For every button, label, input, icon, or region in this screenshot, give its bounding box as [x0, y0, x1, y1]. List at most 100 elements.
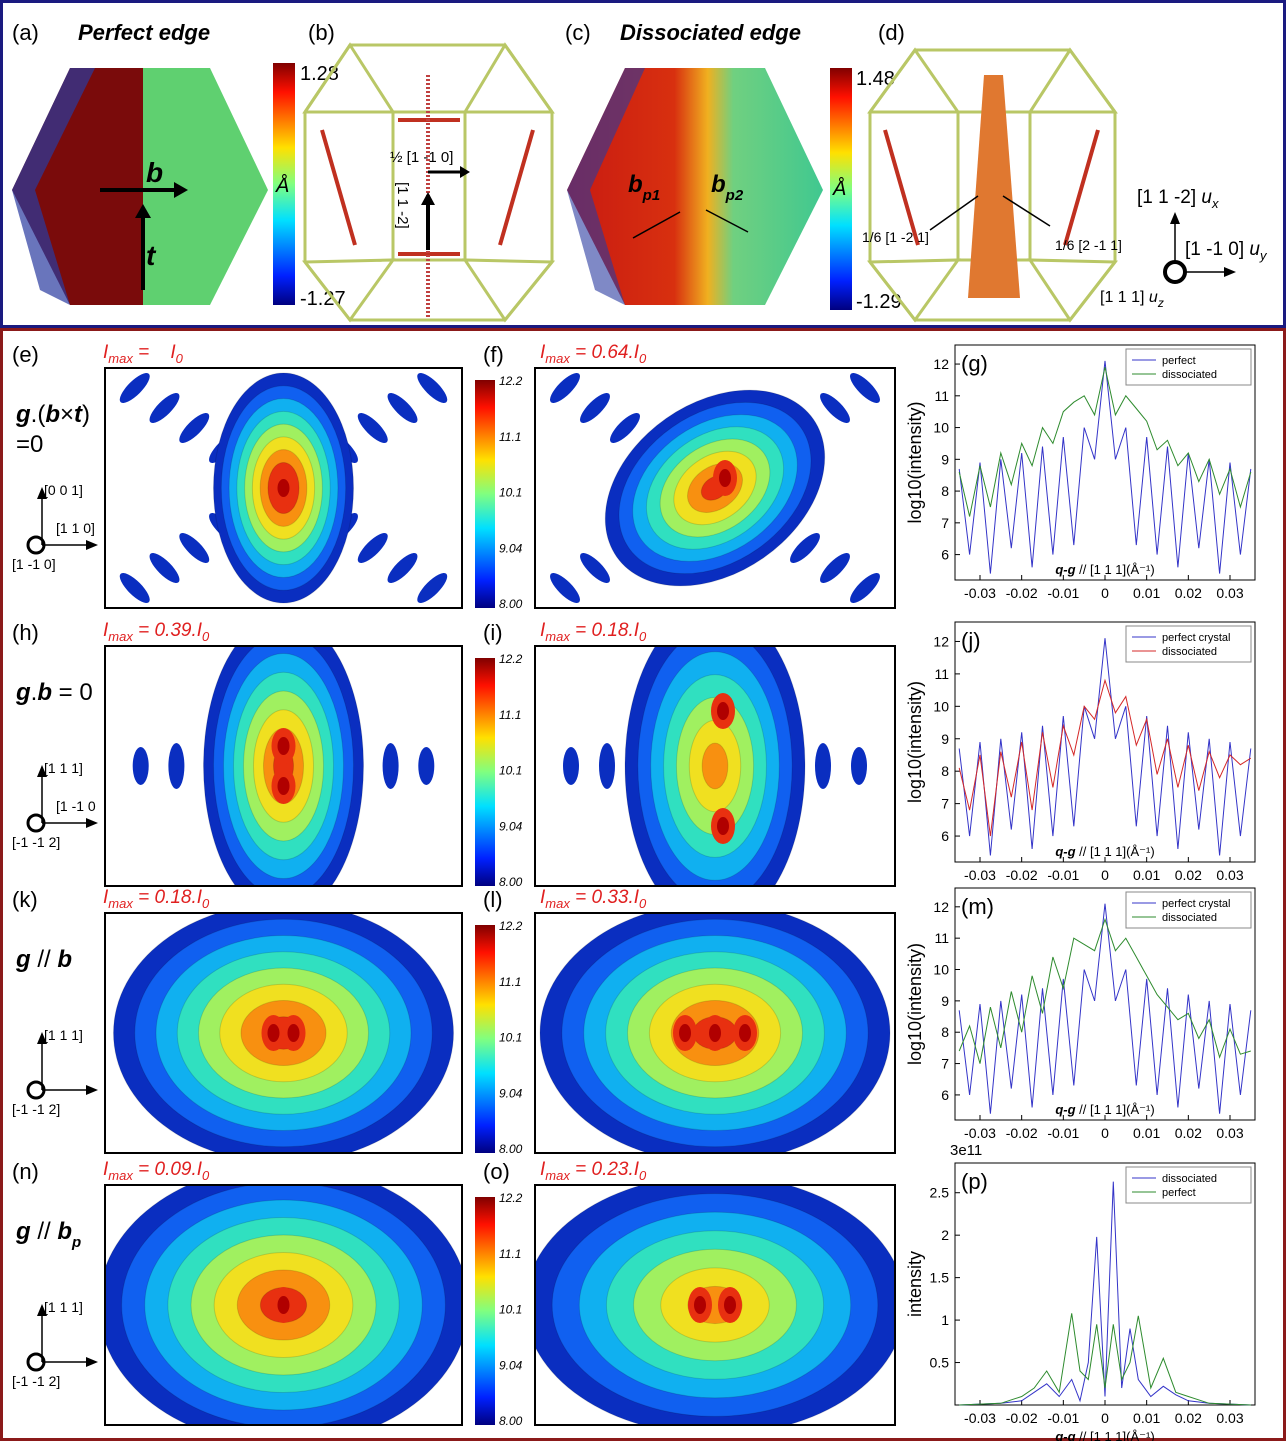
heatmap-streak: [550, 573, 580, 603]
arrow: [929, 195, 979, 231]
vector-label: ½ [1 -1 0]: [390, 149, 453, 166]
vector-symbol: b: [711, 171, 726, 198]
x-axis-label: q-g // [1 1 1](Å⁻¹): [1055, 1102, 1154, 1117]
colorbar-label: 11.1: [499, 708, 521, 722]
condition-part: g: [15, 946, 31, 973]
imax-label: Imax = 0.09.I0: [103, 1159, 210, 1183]
legend-label: perfect crystal: [1162, 632, 1230, 644]
heatmap-streak: [850, 573, 880, 603]
arrow-head: [37, 487, 47, 499]
arrow: [705, 209, 749, 233]
vector-label: bp1: [628, 171, 660, 204]
imax-symbol: I: [540, 887, 546, 908]
panel-label: (i): [483, 620, 503, 645]
x-tick-label: 0.03: [1216, 1125, 1243, 1141]
heatmap-core: [717, 702, 729, 720]
y-tick-label: 9: [941, 993, 949, 1009]
y-axis-label: log10(intensity): [905, 401, 925, 523]
imax-equation: = 0.23.I: [570, 1159, 640, 1180]
condition: g // b: [15, 946, 72, 973]
heatmap-fringe: [851, 747, 867, 785]
vector-label: 1/6 [2 -1 1]: [1055, 237, 1122, 253]
imax-symbol: I: [103, 620, 109, 641]
condition-part: b: [57, 1218, 72, 1245]
legend-label: dissociated: [1162, 646, 1217, 658]
x-axis-symbol: q-g: [1055, 1429, 1075, 1441]
panel-label: (j): [961, 628, 981, 653]
vector-label: t: [146, 240, 157, 271]
arrow: [1002, 195, 1051, 227]
condition: g.(b×t): [15, 401, 90, 428]
vector-label: [1 1 -2]: [394, 182, 411, 229]
heatmap-streak: [119, 373, 150, 403]
y-tick-label: 11: [934, 666, 949, 682]
condition-part: ×: [60, 401, 74, 428]
axis-label: [1 -1 0] uy: [1185, 239, 1268, 263]
heatmap-fringe: [563, 747, 579, 785]
imax-label: Imax = 0.18.I0: [540, 620, 647, 644]
y-tick-label: 6: [941, 828, 949, 844]
heatmap: [105, 1185, 462, 1425]
imax-label: Imax = 0.33.I0: [540, 887, 647, 911]
colorbar-label: 12.2: [499, 1191, 523, 1205]
colorbar-label: 11.1: [499, 430, 521, 444]
vector-label: b: [146, 157, 163, 188]
condition-subscript: p: [71, 1234, 81, 1251]
colorbar-label: 8.00: [499, 1414, 523, 1428]
y-tick-label: 7: [941, 1056, 949, 1072]
x-axis-label: q-g // [1 1 1](Å⁻¹): [1055, 562, 1154, 577]
axis-subscript: y: [1259, 248, 1268, 263]
y-tick-label: 1.5: [930, 1270, 950, 1286]
arrow-head: [135, 204, 151, 218]
arrow-head: [421, 192, 435, 205]
x-tick-label: 0.01: [1133, 867, 1160, 883]
legend-box: [1125, 1166, 1252, 1204]
colorbar-label: 12.2: [499, 374, 523, 388]
panel-label: (c): [565, 20, 591, 45]
arrow-head: [37, 765, 47, 777]
y-axis-label: log10(intensity): [905, 943, 925, 1065]
heatmap-core: [709, 1024, 721, 1042]
colorbar-label: 11.1: [499, 975, 521, 989]
panel-label: (h): [12, 620, 39, 645]
heatmap-streak: [790, 533, 820, 563]
y-tick-label: 11: [934, 388, 949, 404]
imax-equation: = I: [133, 342, 176, 363]
x-tick-label: 0.03: [1216, 585, 1243, 601]
heatmap-fringe: [132, 747, 149, 785]
legend-label: dissociated: [1162, 369, 1217, 381]
heatmap-streak: [387, 553, 418, 583]
bottom-frame: [0, 328, 1286, 1441]
condition-part: g: [15, 679, 31, 706]
legend-box: [1125, 891, 1252, 929]
x-axis-label: q-g // [1 1 1](Å⁻¹): [1055, 844, 1154, 859]
heatmap-streak: [820, 393, 850, 423]
arrow-head: [86, 540, 98, 550]
heatmap-streak: [149, 393, 180, 423]
imax-subscript: max: [545, 896, 570, 911]
wireframe: [301, 42, 556, 323]
arrow-head: [86, 1085, 98, 1095]
imax-symbol: I: [540, 620, 546, 641]
imax-equation: = 0.64.I: [570, 342, 640, 363]
x-tick-label: -0.01: [1047, 1125, 1079, 1141]
x-axis-symbol: q-g: [1055, 1102, 1075, 1117]
axis-label: [1 -1 0: [56, 798, 96, 814]
imax-subscript: 0: [639, 1168, 647, 1183]
heatmap-core: [679, 1024, 691, 1042]
y-tick-label: 8: [941, 1024, 949, 1040]
heatmap: [535, 646, 895, 886]
axis-symbol: u: [1249, 239, 1260, 260]
axis-label: [-1 -1 2]: [12, 834, 60, 850]
heatmap-streak: [820, 553, 850, 583]
heatmap-core: [267, 1024, 280, 1042]
colorbar-max: 1.48: [856, 68, 895, 90]
condition-part: b: [37, 679, 52, 706]
y-axis-label: log10(intensity): [905, 681, 925, 803]
vector-subscript: p2: [725, 187, 744, 204]
heatmap: [535, 368, 895, 608]
x-tick-label: -0.01: [1047, 585, 1079, 601]
heatmap-frame: [104, 367, 463, 609]
axis-label: [0 0 1]: [44, 482, 83, 498]
